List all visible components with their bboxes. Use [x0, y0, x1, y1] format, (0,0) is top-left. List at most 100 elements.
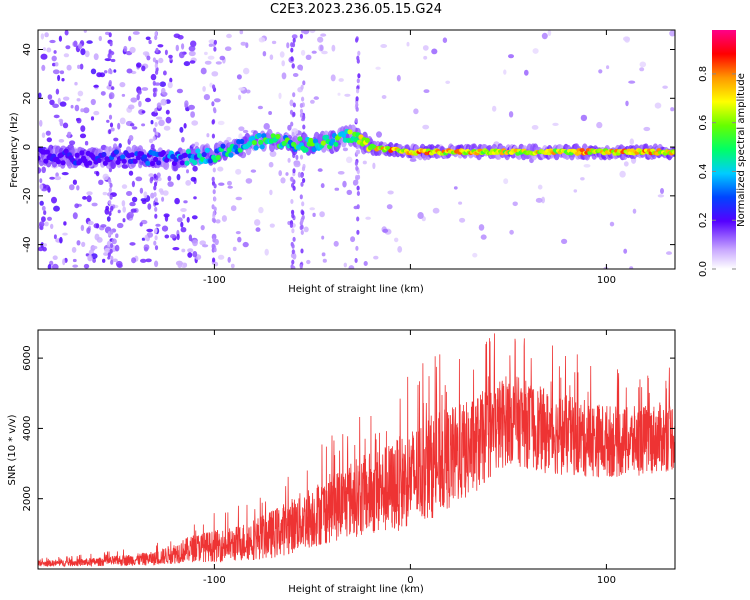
noise-blob [112, 258, 118, 263]
noise-blob [106, 119, 110, 123]
noise-blob [183, 61, 191, 67]
streak-blob [152, 136, 156, 141]
noise-blob [74, 203, 80, 209]
ridge-blob [101, 151, 107, 158]
noise-blob [39, 119, 43, 127]
noise-blob [41, 216, 46, 223]
noise-blob [583, 164, 591, 168]
noise-blob [320, 33, 327, 37]
streak-blob [301, 30, 305, 34]
noise-blob [41, 64, 46, 71]
streak-blob [356, 88, 360, 94]
noise-blob [561, 238, 568, 244]
noise-blob [254, 219, 261, 226]
ridge-blob [149, 160, 156, 167]
noise-blob [128, 35, 132, 42]
noise-blob [194, 141, 200, 147]
y-tick-label: 6000 [22, 345, 33, 370]
noise-blob [629, 138, 634, 145]
noise-blob [119, 82, 126, 88]
noise-blob [96, 72, 102, 78]
streak-blob [154, 31, 158, 37]
streak-blob [153, 181, 158, 187]
ridge-blob [55, 159, 62, 165]
noise-blob [243, 67, 250, 75]
y-tick-label: -40 [22, 236, 33, 252]
noise-blob [83, 30, 87, 33]
ridge-blob [184, 160, 190, 166]
noise-blob [46, 137, 52, 143]
noise-blob [177, 262, 182, 269]
snr-frame [37, 329, 676, 570]
ridge-blob [247, 140, 253, 147]
noise-blob [130, 123, 135, 127]
noise-blob [623, 161, 629, 167]
noise-blob [141, 65, 146, 72]
noise-blob [62, 232, 68, 236]
streak-blob [300, 84, 304, 90]
noise-blob [472, 252, 478, 258]
streak-blob [291, 243, 295, 249]
noise-blob [186, 169, 189, 174]
ridge-blob [44, 149, 51, 155]
noise-blob [72, 212, 78, 220]
streak-blob [357, 50, 361, 56]
noise-blob [66, 64, 72, 71]
noise-blob [61, 78, 65, 82]
noise-blob [337, 171, 345, 175]
noise-blob [83, 263, 90, 269]
noise-blob [39, 200, 44, 206]
noise-blob [44, 221, 49, 227]
spectrogram-x-axis-label: Height of straight line (km) [288, 284, 424, 295]
noise-blob [84, 50, 90, 58]
noise-blob [150, 192, 155, 199]
noise-blob [41, 132, 46, 138]
noise-blob [158, 119, 165, 127]
ridge-blob [192, 160, 198, 166]
noise-blob [74, 104, 80, 112]
noise-blob [90, 116, 95, 121]
noise-blob [188, 104, 195, 110]
noise-blob [79, 63, 84, 70]
noise-blob [190, 111, 196, 118]
noise-blob [40, 53, 48, 60]
noise-blob [76, 185, 80, 191]
streak-blob [299, 108, 304, 114]
noise-blob [86, 227, 91, 234]
noise-blob [176, 233, 180, 241]
noise-blob [217, 254, 225, 260]
streak-blob [212, 218, 216, 224]
noise-blob [302, 30, 310, 35]
noise-blob [114, 244, 120, 252]
noise-blob [70, 104, 74, 109]
streak-blob [290, 47, 294, 53]
noise-blob [143, 191, 148, 199]
ridge-halo [163, 160, 170, 171]
noise-blob [221, 215, 227, 222]
ridge-blob [195, 148, 201, 154]
noise-blob [121, 163, 129, 169]
noise-blob [57, 74, 61, 82]
noise-blob [104, 58, 112, 62]
ridge-blob [153, 156, 159, 162]
noise-blob [200, 225, 205, 231]
noise-blob [182, 214, 186, 219]
noise-blob [46, 47, 52, 53]
noise-blob [268, 161, 274, 168]
streak-blob [292, 168, 296, 174]
streak-blob [211, 176, 215, 182]
noise-blob [43, 243, 47, 247]
noise-blob [422, 124, 430, 130]
noise-blob [257, 105, 263, 110]
ridge-blob [239, 138, 245, 145]
noise-blob [113, 69, 117, 73]
streak-blob [354, 161, 358, 166]
noise-blob [170, 234, 176, 239]
noise-blob [311, 50, 317, 54]
noise-blob [204, 60, 212, 65]
noise-blob [111, 238, 117, 245]
streak-blob [213, 196, 217, 202]
noise-blob [155, 116, 163, 120]
streak-blob [107, 252, 111, 258]
streak-blob [356, 58, 360, 64]
